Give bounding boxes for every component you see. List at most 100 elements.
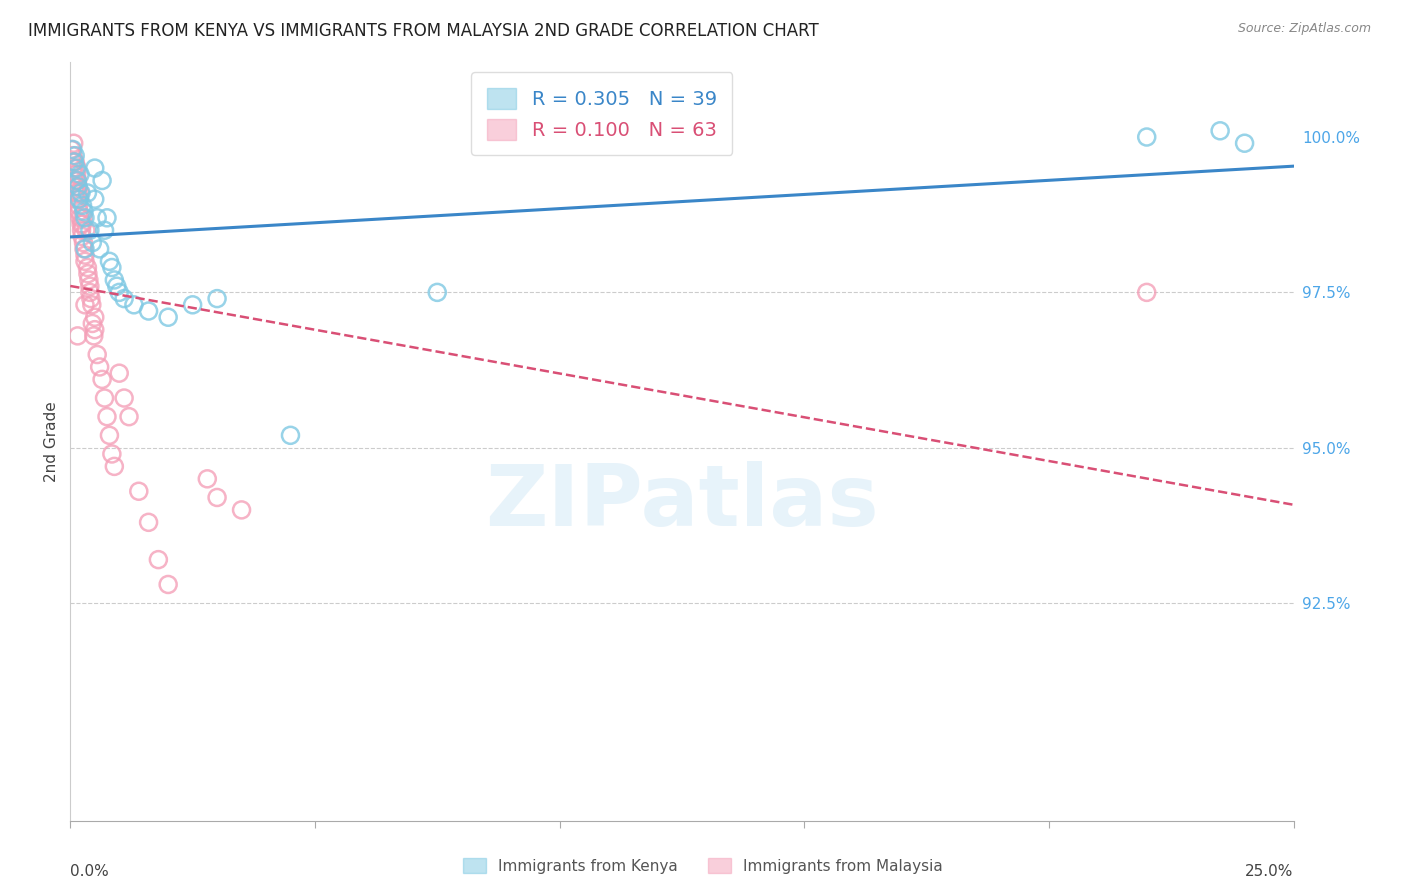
Point <box>96 211 118 225</box>
Point <box>62 143 84 157</box>
Legend: R = 0.305   N = 39, R = 0.100   N = 63: R = 0.305 N = 39, R = 0.100 N = 63 <box>471 72 733 155</box>
Point <box>73 248 96 262</box>
Point <box>63 173 86 187</box>
Point <box>70 186 93 200</box>
Text: 25.0%: 25.0% <box>1246 864 1294 880</box>
Point <box>138 304 160 318</box>
Point <box>82 317 104 331</box>
Point <box>63 154 86 169</box>
Point <box>101 260 124 275</box>
Point <box>205 292 228 306</box>
Point <box>72 235 94 250</box>
Point <box>66 173 89 187</box>
Point <box>128 484 150 499</box>
Point <box>73 211 96 225</box>
Point <box>69 192 91 206</box>
Point <box>73 242 96 256</box>
Point <box>83 192 105 206</box>
Point <box>426 285 449 300</box>
Point <box>65 186 87 200</box>
Point <box>96 409 118 424</box>
Point <box>101 447 124 461</box>
Point <box>62 136 84 151</box>
Point <box>86 211 108 225</box>
Point <box>103 273 125 287</box>
Point <box>72 211 94 225</box>
Point <box>66 173 89 187</box>
Point <box>69 186 91 200</box>
Point <box>91 372 114 386</box>
Point <box>148 552 170 566</box>
Point <box>67 192 90 206</box>
Point <box>75 223 97 237</box>
Point <box>76 186 98 200</box>
Point <box>80 292 103 306</box>
Point <box>86 347 108 361</box>
Point <box>63 179 86 194</box>
Text: Source: ZipAtlas.com: Source: ZipAtlas.com <box>1237 22 1371 36</box>
Point <box>231 503 253 517</box>
Text: 0.0%: 0.0% <box>70 864 110 880</box>
Point <box>280 428 302 442</box>
Point <box>66 329 89 343</box>
Point <box>108 366 131 380</box>
Point <box>73 204 96 219</box>
Point <box>60 143 83 157</box>
Text: IMMIGRANTS FROM KENYA VS IMMIGRANTS FROM MALAYSIA 2ND GRADE CORRELATION CHART: IMMIGRANTS FROM KENYA VS IMMIGRANTS FROM… <box>28 22 818 40</box>
Point <box>108 285 131 300</box>
Point <box>66 161 89 175</box>
Point <box>67 198 90 212</box>
Point <box>67 179 90 194</box>
Point <box>67 179 90 194</box>
Point <box>70 217 93 231</box>
Point <box>138 516 160 530</box>
Point <box>89 242 111 256</box>
Point <box>93 223 115 237</box>
Point <box>195 472 218 486</box>
Point <box>63 149 86 163</box>
Point <box>82 235 104 250</box>
Point <box>89 359 111 374</box>
Point <box>72 198 94 212</box>
Point <box>79 223 101 237</box>
Point <box>83 310 105 325</box>
Legend: Immigrants from Kenya, Immigrants from Malaysia: Immigrants from Kenya, Immigrants from M… <box>457 852 949 880</box>
Point <box>62 149 84 163</box>
Point <box>98 428 121 442</box>
Point <box>1136 130 1159 145</box>
Point <box>105 279 128 293</box>
Point <box>80 298 103 312</box>
Point <box>70 223 93 237</box>
Point <box>63 167 86 181</box>
Point <box>73 254 96 268</box>
Point <box>83 161 105 175</box>
Point <box>77 267 100 281</box>
Point <box>205 491 228 505</box>
Point <box>66 167 89 181</box>
Point <box>69 211 91 225</box>
Point <box>181 298 204 312</box>
Point <box>157 310 180 325</box>
Text: ZIPatlas: ZIPatlas <box>485 460 879 544</box>
Point <box>79 279 101 293</box>
Point <box>79 285 101 300</box>
Point <box>76 260 98 275</box>
Point <box>60 154 83 169</box>
Point <box>112 391 135 405</box>
Point <box>62 161 84 175</box>
Point <box>65 192 87 206</box>
Point <box>83 329 105 343</box>
Point <box>103 459 125 474</box>
Point <box>63 154 86 169</box>
Point <box>70 229 93 244</box>
Point <box>98 254 121 268</box>
Point <box>73 242 96 256</box>
Point <box>69 167 91 181</box>
Point <box>1136 285 1159 300</box>
Point <box>65 161 87 175</box>
Point <box>93 391 115 405</box>
Point <box>112 292 135 306</box>
Point <box>1233 136 1256 151</box>
Point <box>72 217 94 231</box>
Point <box>77 273 100 287</box>
